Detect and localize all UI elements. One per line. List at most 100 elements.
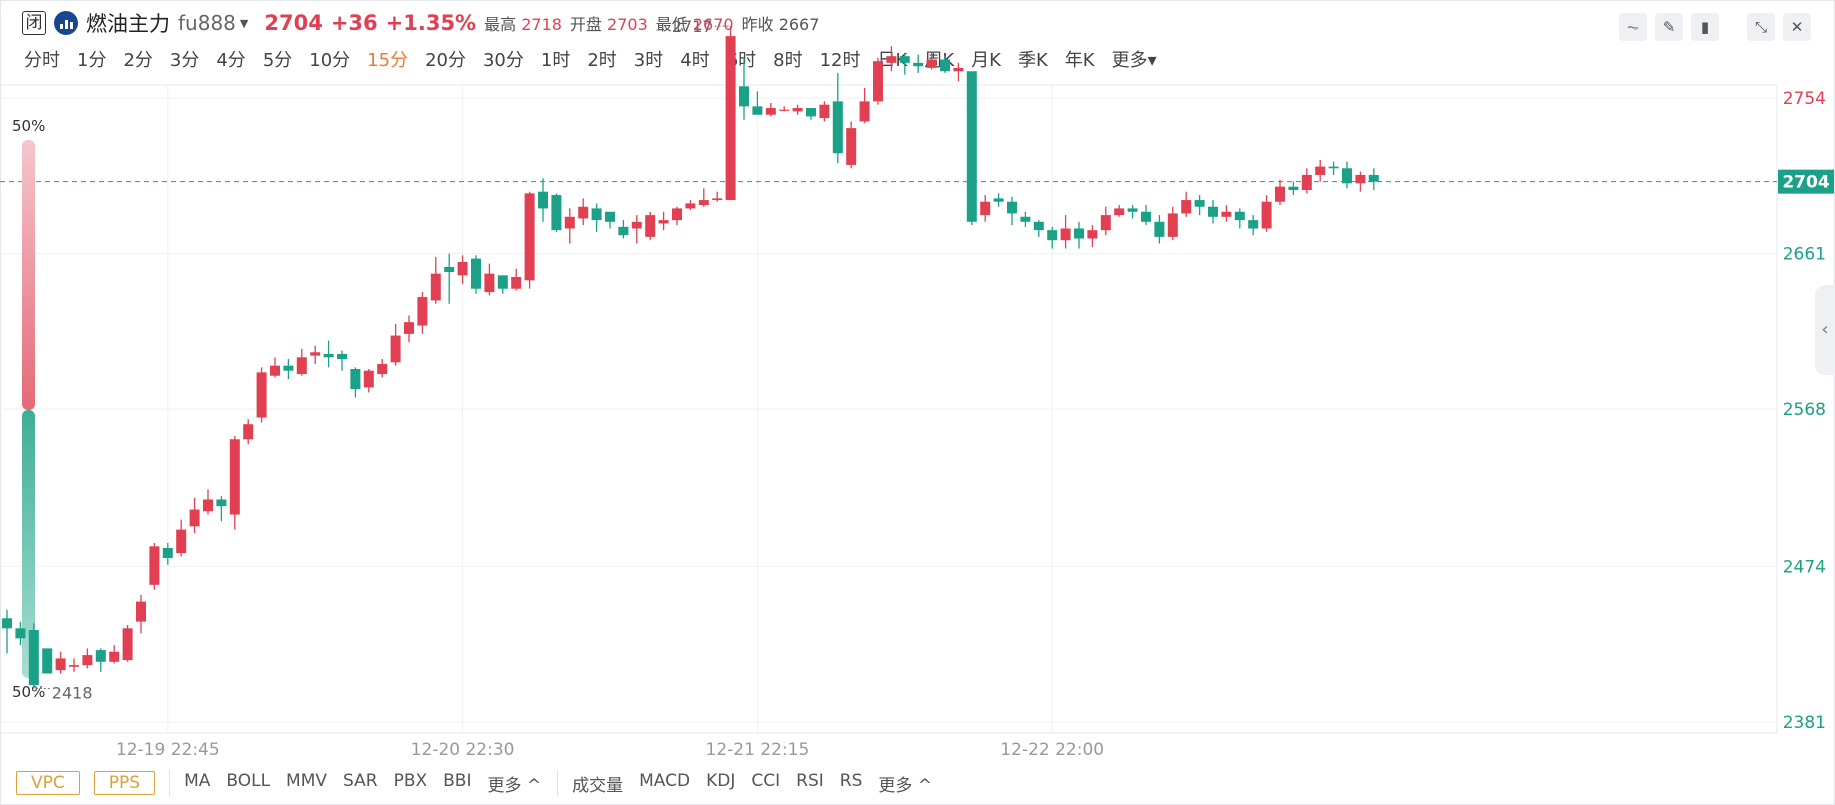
candle-body-52: [698, 200, 709, 206]
candle-body-43: [578, 206, 589, 219]
candle-body-27: [363, 370, 374, 388]
main-indicator-6[interactable]: 更多 ^: [487, 775, 542, 796]
market-closed-badge: 闭: [22, 11, 46, 35]
stat-high: 最高 2718: [484, 15, 562, 34]
sub-indicator-0[interactable]: 成交量: [572, 775, 624, 796]
symbol-dropdown-chevron-icon[interactable]: ▼: [239, 16, 249, 30]
candle-body-29: [390, 335, 401, 363]
candle-body-100: [1342, 168, 1352, 184]
min-price-label: 2418: [52, 684, 93, 703]
period-9[interactable]: 30分: [482, 50, 524, 71]
candle-body-78: [1047, 230, 1058, 241]
candle-body-28: [377, 363, 388, 375]
period-4[interactable]: 4分: [216, 50, 246, 71]
period-13[interactable]: 4时: [680, 50, 710, 71]
candle-style-icon[interactable]: ▮: [1691, 13, 1719, 41]
candle-body-23: [310, 352, 321, 356]
period-5[interactable]: 5分: [262, 50, 293, 71]
candle-body-86: [1154, 221, 1165, 237]
main-indicator-5[interactable]: BBI: [443, 770, 472, 791]
main-indicator-1[interactable]: BOLL: [226, 770, 271, 791]
symbol-name[interactable]: 燃油主力: [86, 12, 170, 36]
period-10[interactable]: 1时: [540, 50, 571, 71]
candle-body-7: [95, 650, 106, 662]
side-panel-chevron-left-icon[interactable]: ‹: [1815, 285, 1835, 375]
period-12[interactable]: 3时: [633, 50, 664, 71]
collapse-icon[interactable]: ⤡: [1747, 13, 1775, 41]
candle-body-17: [229, 439, 240, 515]
candle-body-9: [122, 628, 133, 661]
candle-body-0: [2, 618, 12, 629]
vpc-top-label: 50%: [12, 117, 45, 135]
candle-body-11: [149, 546, 160, 585]
period-16[interactable]: 12时: [819, 50, 861, 71]
vpc-button[interactable]: VPC: [16, 771, 80, 795]
candle-body-101: [1355, 174, 1366, 184]
candle-body-60: [806, 108, 816, 117]
candle-body-12: [162, 548, 173, 559]
y-tick-label-0: 2754: [1783, 89, 1826, 109]
period-3[interactable]: 3分: [169, 50, 200, 71]
y-tick-label-4: 2381: [1783, 713, 1826, 733]
candle-body-88: [1181, 200, 1192, 214]
candle-body-68: [913, 62, 924, 67]
period-19[interactable]: 月K: [971, 50, 1001, 71]
main-indicator-2[interactable]: MMV: [286, 770, 328, 791]
period-8[interactable]: 20分: [425, 50, 466, 71]
candlestick-chart[interactable]: 2754 2661 2568 2474 2381 12-19 22:45 12-20 22:…: [0, 0, 1835, 760]
symbol-code[interactable]: fu888: [178, 11, 236, 35]
sub-indicator-5[interactable]: RS: [839, 770, 863, 791]
candle-body-25: [337, 353, 347, 359]
close-icon[interactable]: ✕: [1783, 13, 1811, 41]
candle-body-99: [1328, 166, 1339, 169]
candle-body-35: [471, 258, 481, 289]
candle-body-96: [1288, 186, 1299, 191]
indicator-bar: VPC PPS MA BOLL MMV SAR PBX BBI 更多 ^ 成交量 MACD KD…: [16, 768, 948, 798]
candle-body-4: [55, 658, 66, 671]
candle-body-33: [444, 266, 455, 272]
period-2[interactable]: 2分: [123, 50, 153, 71]
price-change: +36: [330, 11, 378, 35]
candle-body-89: [1194, 200, 1205, 207]
candle-body-19: [256, 372, 267, 418]
y-tick-label-2: 2568: [1783, 400, 1826, 420]
period-20[interactable]: 季K: [1017, 50, 1048, 71]
candle-body-54: [725, 36, 736, 201]
candle-body-55: [739, 86, 749, 107]
candle-body-5: [69, 665, 79, 667]
candle-body-15: [203, 499, 213, 512]
candle-body-63: [846, 128, 857, 165]
candle-body-98: [1315, 166, 1326, 175]
candle-body-71: [953, 67, 964, 72]
x-tick-label-2: 12-21 22:15: [706, 740, 810, 760]
candle-body-31: [417, 297, 428, 326]
candle-body-44: [591, 208, 602, 221]
period-21[interactable]: 年K: [1064, 50, 1095, 71]
main-indicator-3[interactable]: SAR: [343, 770, 378, 791]
period-7[interactable]: 15分: [367, 50, 409, 71]
vpc-lower-bar: [22, 410, 35, 678]
last-price-tag-bg: [1778, 169, 1834, 194]
main-indicator-4[interactable]: PBX: [393, 770, 428, 791]
sub-indicator-1[interactable]: MACD: [639, 770, 691, 791]
main-indicator-0[interactable]: MA: [184, 770, 211, 791]
sub-indicator-6[interactable]: 更多 ^: [878, 775, 933, 796]
period-0[interactable]: 分时: [24, 50, 60, 71]
period-11[interactable]: 2时: [587, 50, 617, 71]
y-tick-label-3: 2474: [1783, 557, 1826, 577]
period-22[interactable]: 更多▾: [1111, 50, 1157, 71]
period-selector: 分时1分2分3分4分5分10分15分20分30分1时2时3时4时6时8时12时日…: [24, 46, 1174, 72]
period-15[interactable]: 8时: [773, 50, 803, 71]
sub-indicator-4[interactable]: RSI: [796, 770, 824, 791]
sub-indicator-2[interactable]: KDJ: [706, 770, 736, 791]
candle-body-92: [1234, 211, 1245, 221]
pps-button[interactable]: PPS: [93, 771, 156, 795]
candle-body-32: [430, 273, 441, 301]
sub-indicator-3[interactable]: CCI: [751, 770, 781, 791]
draw-pencil-icon[interactable]: ✎: [1655, 13, 1683, 41]
candle-body-40: [538, 191, 548, 209]
period-6[interactable]: 10分: [309, 50, 351, 71]
period-1[interactable]: 1分: [77, 50, 107, 71]
candle-body-13: [176, 529, 187, 554]
indicator-line-icon[interactable]: ⏦: [1619, 13, 1647, 41]
